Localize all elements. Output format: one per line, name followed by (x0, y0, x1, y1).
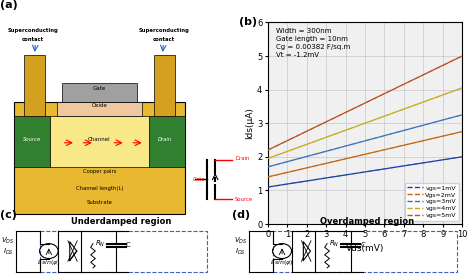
FancyBboxPatch shape (149, 116, 185, 167)
Y-axis label: Ids(μA): Ids(μA) (245, 107, 254, 139)
Text: Width = 300nm
Gate length = 10nm
Cg = 0.00382 F/sq.m
Vt = -1.2mV: Width = 300nm Gate length = 10nm Cg = 0.… (275, 29, 350, 59)
Text: Gate: Gate (192, 177, 205, 182)
FancyBboxPatch shape (24, 55, 45, 116)
FancyBboxPatch shape (14, 102, 185, 214)
Text: (c): (c) (0, 210, 17, 220)
FancyBboxPatch shape (57, 102, 142, 116)
Text: Overdamped region: Overdamped region (320, 217, 414, 226)
Text: $I_c sin(\varphi)$: $I_c sin(\varphi)$ (37, 258, 61, 267)
Text: $V_{DS}$: $V_{DS}$ (234, 236, 247, 246)
Text: Superconducting: Superconducting (8, 28, 59, 33)
Text: $I_c sin(\varphi)$: $I_c sin(\varphi)$ (270, 258, 294, 267)
Text: C: C (126, 242, 130, 248)
FancyBboxPatch shape (14, 116, 50, 167)
Text: $V_{DS}$: $V_{DS}$ (1, 236, 15, 246)
Text: contact: contact (153, 37, 174, 41)
Text: $R_N$: $R_N$ (329, 239, 340, 249)
Text: $R_N$: $R_N$ (95, 239, 106, 249)
Text: Drain: Drain (235, 156, 249, 161)
Text: Gate: Gate (93, 86, 106, 91)
Text: (b): (b) (239, 17, 257, 27)
Text: Substrate: Substrate (87, 200, 112, 205)
Text: Source: Source (235, 197, 253, 202)
Text: $I_{DS}$: $I_{DS}$ (235, 247, 246, 257)
Text: contact: contact (22, 37, 44, 41)
FancyBboxPatch shape (50, 116, 149, 167)
Text: Drain: Drain (157, 137, 172, 142)
Text: (d): (d) (232, 210, 250, 220)
Text: Source: Source (23, 137, 41, 142)
Text: Oxide: Oxide (91, 103, 108, 108)
FancyBboxPatch shape (154, 55, 175, 116)
Text: (a): (a) (0, 0, 18, 10)
Text: Superconducting: Superconducting (138, 28, 189, 33)
FancyBboxPatch shape (62, 83, 137, 102)
Legend: vgs=1mV, Vgs=2mV, vgs=3mV, vgs=4mV, vgs=5mV: vgs=1mV, Vgs=2mV, vgs=3mV, vgs=4mV, vgs=… (405, 183, 459, 221)
Text: Underdamped region: Underdamped region (71, 217, 171, 226)
Text: Channel length(L): Channel length(L) (76, 186, 123, 191)
Text: Cooper pairs: Cooper pairs (83, 169, 116, 174)
Text: Channel: Channel (88, 137, 111, 142)
X-axis label: Vds(mV): Vds(mV) (346, 244, 384, 253)
Text: $I_{DS}$: $I_{DS}$ (3, 247, 14, 257)
Text: C: C (360, 242, 365, 248)
